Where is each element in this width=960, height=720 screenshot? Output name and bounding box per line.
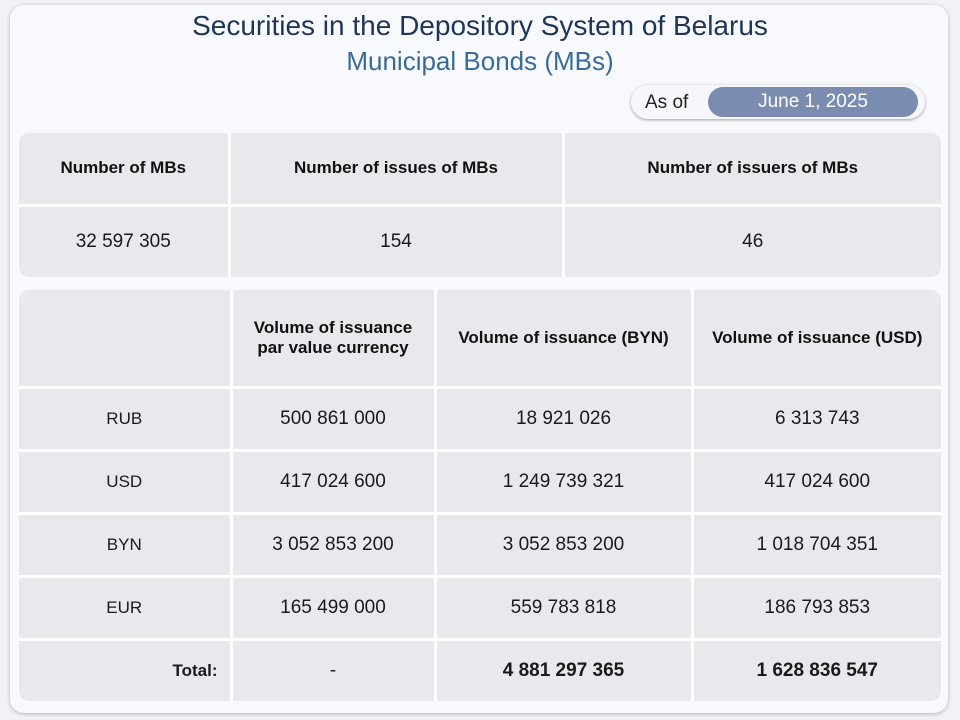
row-currency: USD [19,448,233,515]
row-usd: 417 024 600 [690,448,941,515]
row-byn: 18 921 026 [433,385,694,452]
summary-value-row: 32 597 305 154 46 [19,203,941,277]
value-number-of-mbs: 32 597 305 [19,203,231,277]
header-currency [19,290,233,389]
total-par: - [229,637,437,701]
row-par: 500 861 000 [229,385,437,452]
total-usd: 1 628 836 547 [690,637,941,701]
header-number-of-issuers: Number of issuers of MBs [561,133,941,207]
header-volume-par: Volume of issuance par value currency [229,290,437,389]
row-usd: 6 313 743 [690,385,941,452]
as-of-label: As of [645,92,689,113]
table-row: EUR 165 499 000 559 783 818 186 793 853 [19,574,941,641]
row-par: 417 024 600 [229,448,437,515]
summary-header-row: Number of MBs Number of issues of MBs Nu… [19,133,941,207]
header-volume-usd: Volume of issuance (USD) [690,290,941,389]
page-title: Securities in the Depository System of B… [192,10,768,41]
table-row: USD 417 024 600 1 249 739 321 417 024 60… [19,448,941,515]
header-number-of-issues: Number of issues of MBs [227,133,565,207]
header-number-of-mbs: Number of MBs [19,133,231,207]
row-usd: 186 793 853 [690,574,941,641]
row-currency: RUB [19,385,233,452]
row-currency: BYN [19,511,233,578]
row-byn: 3 052 853 200 [433,511,694,578]
page-subtitle: Municipal Bonds (MBs) [346,46,614,76]
row-usd: 1 018 704 351 [690,511,941,578]
total-label: Total: [19,637,233,701]
row-par: 165 499 000 [229,574,437,641]
table-row: RUB 500 861 000 18 921 026 6 313 743 [19,385,941,452]
total-row: Total: - 4 881 297 365 1 628 836 547 [19,637,941,701]
volume-table: Volume of issuance par value currency Vo… [19,290,941,701]
value-number-of-issues: 154 [227,203,565,277]
total-byn: 4 881 297 365 [433,637,694,701]
as-of-badge: As of June 1, 2025 [631,85,925,119]
row-byn: 559 783 818 [433,574,694,641]
summary-table: Number of MBs Number of issues of MBs Nu… [19,133,941,277]
header-volume-byn: Volume of issuance (BYN) [433,290,694,389]
table-row: BYN 3 052 853 200 3 052 853 200 1 018 70… [19,511,941,578]
row-byn: 1 249 739 321 [433,448,694,515]
row-par: 3 052 853 200 [229,511,437,578]
row-currency: EUR [19,574,233,641]
value-number-of-issuers: 46 [561,203,941,277]
as-of-date: June 1, 2025 [708,87,918,117]
volume-header-row: Volume of issuance par value currency Vo… [19,290,941,389]
